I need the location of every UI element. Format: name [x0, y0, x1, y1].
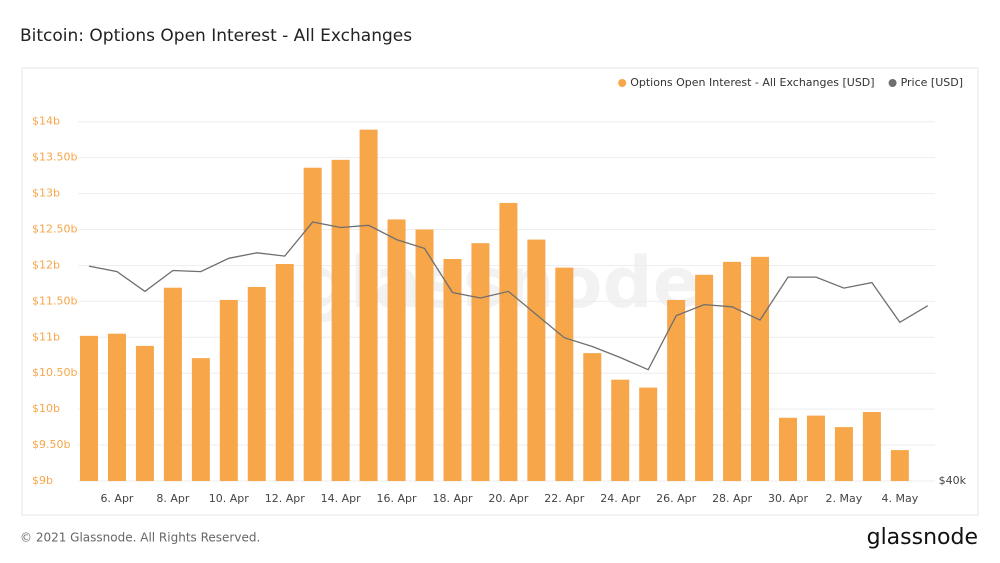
- bar: [611, 379, 630, 481]
- x-tick-label: 6. Apr: [100, 492, 133, 505]
- x-tick-label: 26. Apr: [656, 492, 696, 505]
- y-tick-label: $10.50b: [32, 366, 77, 379]
- plot: $9b $9.50b $10b $10.50b $11b $11.50b $12b $12.5…: [32, 76, 967, 505]
- legend-swatch: [618, 79, 627, 87]
- bar: [275, 264, 294, 481]
- y-tick-label: $13b: [32, 187, 60, 200]
- bar: [359, 129, 378, 481]
- x-tick-label: 16. Apr: [377, 492, 417, 505]
- bar: [303, 167, 322, 481]
- bar: [471, 243, 490, 481]
- y-tick-label: $13.50b: [32, 151, 77, 164]
- bar: [107, 333, 126, 481]
- bar: [583, 353, 602, 481]
- bar: [219, 299, 238, 481]
- bar: [639, 387, 658, 481]
- bar: [247, 287, 266, 481]
- bar: [387, 219, 406, 481]
- bar: [135, 345, 154, 481]
- bar: [723, 261, 742, 481]
- y-tick-label: $12.50b: [32, 223, 77, 236]
- x-tick-label: 14. Apr: [321, 492, 361, 505]
- bar: [443, 258, 462, 481]
- chart-title: Bitcoin: Options Open Interest - All Exc…: [20, 26, 412, 46]
- y2-tick-label: $40k: [939, 474, 967, 487]
- x-tick-label: 10. Apr: [209, 492, 249, 505]
- x-tick-label: 30. Apr: [768, 492, 808, 505]
- y-tick-label: $14b: [32, 115, 60, 128]
- x-tick-label: 4. May: [881, 492, 918, 505]
- bar: [834, 427, 853, 481]
- price-line: [88, 221, 929, 371]
- y-tick-label: $9b: [32, 474, 53, 487]
- bar: [862, 412, 881, 481]
- x-tick-label: 12. Apr: [265, 492, 305, 505]
- bar: [695, 274, 714, 481]
- x-tick-label: 2. May: [826, 492, 863, 505]
- bar: [806, 415, 825, 481]
- y-tick-label: $10b: [32, 402, 60, 415]
- x-tick-label: 24. Apr: [600, 492, 640, 505]
- bar: [555, 267, 574, 481]
- y-tick-label: $12b: [32, 258, 60, 271]
- x-tick-label: 8. Apr: [156, 492, 189, 505]
- bar: [163, 287, 182, 481]
- y-tick-label: $11b: [32, 330, 60, 343]
- x-tick-label: 18. Apr: [432, 492, 472, 505]
- bar: [779, 417, 797, 481]
- bar: [80, 335, 98, 481]
- bar: [191, 358, 210, 481]
- bar: [499, 202, 518, 481]
- y-tick-label: $11.50b: [32, 294, 77, 307]
- x-tick-label: 20. Apr: [488, 492, 528, 505]
- bar: [751, 256, 770, 481]
- x-tick-label: 28. Apr: [712, 492, 752, 505]
- legend-swatch: [888, 79, 897, 87]
- legend-label: Price [USD]: [901, 76, 963, 89]
- bar: [415, 229, 434, 481]
- y-tick-label: $9.50b: [32, 438, 70, 451]
- footer: © 2021 Glassnode. All Rights Reserved.: [20, 531, 260, 545]
- legend-label: Options Open Interest - All Exchanges [U…: [630, 76, 874, 89]
- bar: [527, 239, 546, 481]
- bar: [890, 450, 909, 481]
- logo: glassnode: [867, 525, 978, 550]
- bar: [667, 299, 686, 481]
- x-tick-label: 22. Apr: [544, 492, 584, 505]
- bar: [331, 159, 350, 482]
